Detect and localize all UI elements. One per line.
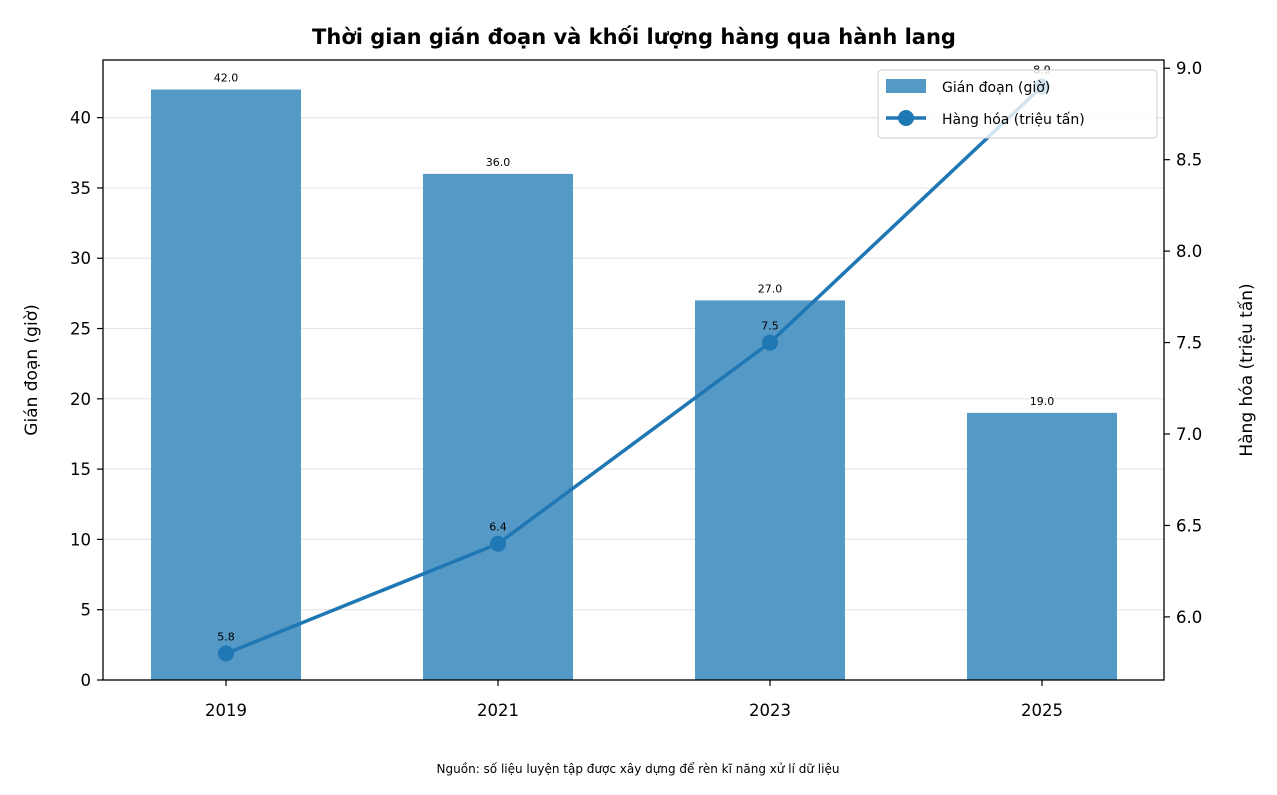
- y-right-tick-label: 6.5: [1176, 516, 1202, 535]
- source-footnote: Nguồn: số liệu luyện tập được xây dựng đ…: [437, 762, 840, 776]
- plot-frame: [102, 59, 1165, 681]
- y-left-tick-label: 40: [70, 109, 91, 128]
- y-left-tick-label: 20: [70, 390, 91, 409]
- y-right-tick-label: 9.0: [1176, 59, 1202, 78]
- y-left-tick-label: 25: [70, 320, 91, 339]
- y-right-tick-label: 7.5: [1176, 334, 1202, 353]
- line-data-label: 7.5: [761, 320, 779, 333]
- bar: [423, 173, 573, 680]
- y-left-tick-label: 30: [70, 249, 91, 268]
- y-left-tick-label: 35: [70, 179, 91, 198]
- line-series: [225, 85, 1044, 656]
- legend-label-line: Hàng hóa (triệu tấn): [942, 112, 1085, 128]
- legend-swatch-marker: [898, 110, 914, 126]
- line-point: [762, 334, 778, 351]
- legend: Gián đoạn (giờ) Hàng hóa (triệu tấn): [877, 69, 1158, 139]
- bar-data-label: 27.0: [758, 282, 783, 295]
- y-left-tick-label: 15: [70, 460, 91, 479]
- bar-data-label: 19.0: [1030, 395, 1055, 408]
- y-right-tick-label: 6.0: [1176, 608, 1202, 627]
- x-tick-label: 2019: [205, 701, 247, 720]
- x-tick-label: 2023: [749, 701, 791, 720]
- bar: [151, 89, 301, 681]
- y-axis-right-label: Hàng hóa (triệu tấn): [1236, 283, 1257, 456]
- line-data-label: 6.4: [489, 521, 507, 534]
- x-tick-label: 2025: [1021, 701, 1063, 720]
- y-left-tick-label: 5: [81, 601, 92, 620]
- bar: [967, 412, 1117, 680]
- y-left-tick-label: 10: [70, 530, 91, 549]
- legend-box: [877, 69, 1158, 139]
- legend-swatch-bar: [886, 79, 926, 93]
- legend-label-bar: Gián đoạn (giờ): [942, 80, 1050, 96]
- y-axis-left-label: Gián đoạn (giờ): [22, 304, 42, 435]
- line-point: [218, 645, 234, 662]
- line-point: [490, 535, 506, 552]
- y-right-tick-label: 8.0: [1176, 242, 1202, 261]
- y-left-tick-label: 0: [81, 671, 92, 690]
- y-right-tick-label: 7.0: [1176, 425, 1202, 444]
- bar-data-label: 42.0: [214, 72, 239, 85]
- y-right-tick-label: 8.5: [1176, 151, 1202, 170]
- chart-title: Thời gian gián đoạn và khối lượng hàng q…: [312, 25, 956, 49]
- bar-data-label: 36.0: [486, 156, 511, 169]
- bar: [695, 300, 845, 680]
- line-data-label: 5.8: [217, 630, 235, 643]
- x-tick-label: 2021: [477, 701, 519, 720]
